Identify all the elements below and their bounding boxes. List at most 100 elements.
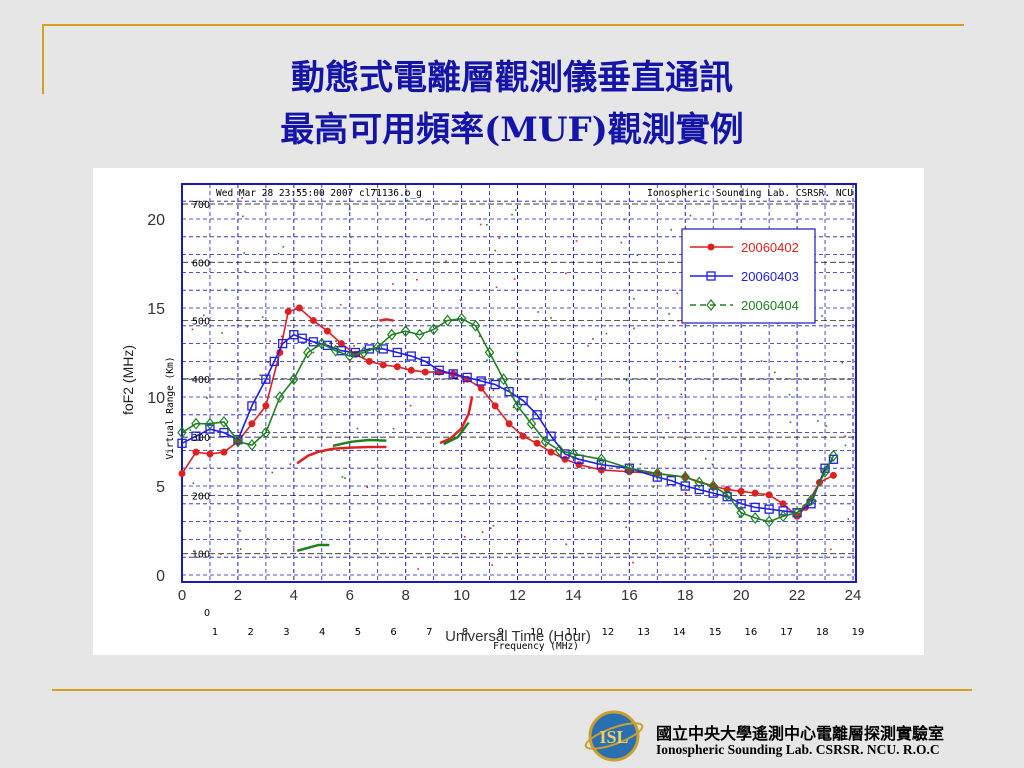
ionogram-y-label: Virtual Range (Km) <box>165 357 176 460</box>
data-point <box>751 489 759 497</box>
data-point <box>470 319 481 332</box>
ionogram-x-tick: 2 <box>248 627 254 638</box>
noise-dot <box>191 328 194 331</box>
noise-dot <box>459 299 462 301</box>
data-point <box>309 316 317 324</box>
data-point <box>379 361 387 369</box>
data-point <box>778 506 788 516</box>
data-point <box>706 299 716 311</box>
noise-dot <box>239 530 241 532</box>
noise-dot <box>550 317 552 319</box>
noise-dot <box>687 547 690 550</box>
ionogram-x-tick: 16 <box>744 627 757 638</box>
ionogram-x-tick: 11 <box>566 627 579 638</box>
ionogram-x-tick: 14 <box>673 627 686 638</box>
noise-dot <box>489 527 492 530</box>
ionogram-x-tick: 12 <box>602 627 615 638</box>
slide-title-line2: 最高可用頻率(MUF)觀測實例 <box>280 110 744 150</box>
data-point <box>191 417 201 430</box>
data-point <box>378 344 388 354</box>
noise-dot <box>356 427 359 430</box>
noise-dot <box>220 553 222 555</box>
data-point <box>323 327 331 335</box>
data-point <box>504 387 514 397</box>
data-point <box>386 328 397 341</box>
ionogram-x-tick: 7 <box>426 627 432 638</box>
data-point <box>750 502 760 513</box>
ionogram-trace <box>332 438 387 448</box>
noise-dot <box>565 543 568 546</box>
ionogram-x-tick: 8 <box>462 627 468 638</box>
bottom-rule <box>52 689 972 691</box>
ionogram-y-tick: 700 <box>192 200 210 211</box>
noise-dot <box>516 359 518 361</box>
noise-dot <box>261 316 264 318</box>
noise-dot <box>515 209 517 211</box>
data-point <box>490 379 500 390</box>
data-point <box>652 467 663 480</box>
ionogram-x-tick: 19 <box>852 627 865 638</box>
noise-dot <box>245 307 248 310</box>
noise-dot <box>406 199 409 202</box>
data-point <box>828 449 839 462</box>
noise-dot <box>206 397 208 399</box>
data-point <box>406 351 416 361</box>
ionogram-x-tick: 9 <box>498 627 504 638</box>
data-point <box>428 323 439 336</box>
noise-dot <box>282 246 285 248</box>
noise-dot <box>632 561 634 564</box>
noise-dot <box>829 548 832 551</box>
noise-dot <box>847 518 850 520</box>
data-point <box>275 391 285 403</box>
noise-dot <box>760 360 763 362</box>
logo-text: ISL <box>599 727 628 747</box>
noise-dot <box>280 335 283 338</box>
data-point <box>331 344 341 357</box>
data-point <box>400 325 411 338</box>
noise-dot <box>670 229 673 231</box>
data-point <box>421 368 429 376</box>
noise-dot <box>269 340 271 343</box>
noise-dot <box>425 218 428 221</box>
data-point <box>262 402 270 410</box>
data-point <box>456 312 467 325</box>
data-point <box>269 356 279 367</box>
noise-dot <box>392 427 395 430</box>
series-20060403 <box>177 330 839 518</box>
x-tick-label: 4 <box>290 587 298 604</box>
noise-dot <box>704 457 707 460</box>
noise-dot <box>633 327 635 330</box>
noise-dot <box>370 325 372 328</box>
noise-dot <box>335 340 337 342</box>
data-point <box>779 500 787 508</box>
ionogram-y-tick: 100 <box>192 550 210 561</box>
noise-dot <box>680 393 683 396</box>
noise-dot <box>224 288 227 291</box>
noise-dot <box>689 214 692 217</box>
noise-dot <box>463 535 466 538</box>
data-point <box>358 346 369 359</box>
data-point <box>477 384 485 392</box>
noise-dot <box>243 252 246 254</box>
noise-dot <box>841 361 844 364</box>
noise-dot <box>481 531 484 533</box>
data-point <box>597 466 605 474</box>
x-tick-label: 20 <box>733 587 750 604</box>
ionogram-x-tick: 5 <box>355 627 361 638</box>
noise-dot <box>789 421 792 424</box>
data-point <box>694 476 704 489</box>
data-point <box>518 395 528 406</box>
data-point <box>694 484 704 495</box>
data-point <box>233 435 243 448</box>
noise-dot <box>297 190 300 192</box>
data-point <box>372 341 383 354</box>
data-point <box>219 427 229 438</box>
noise-dot <box>486 359 488 362</box>
noise-dot <box>366 486 369 489</box>
noise-dot <box>479 223 482 226</box>
data-point <box>575 461 583 469</box>
noise-dot <box>388 200 391 203</box>
noise-dot <box>625 379 628 382</box>
noise-dot <box>685 492 688 495</box>
